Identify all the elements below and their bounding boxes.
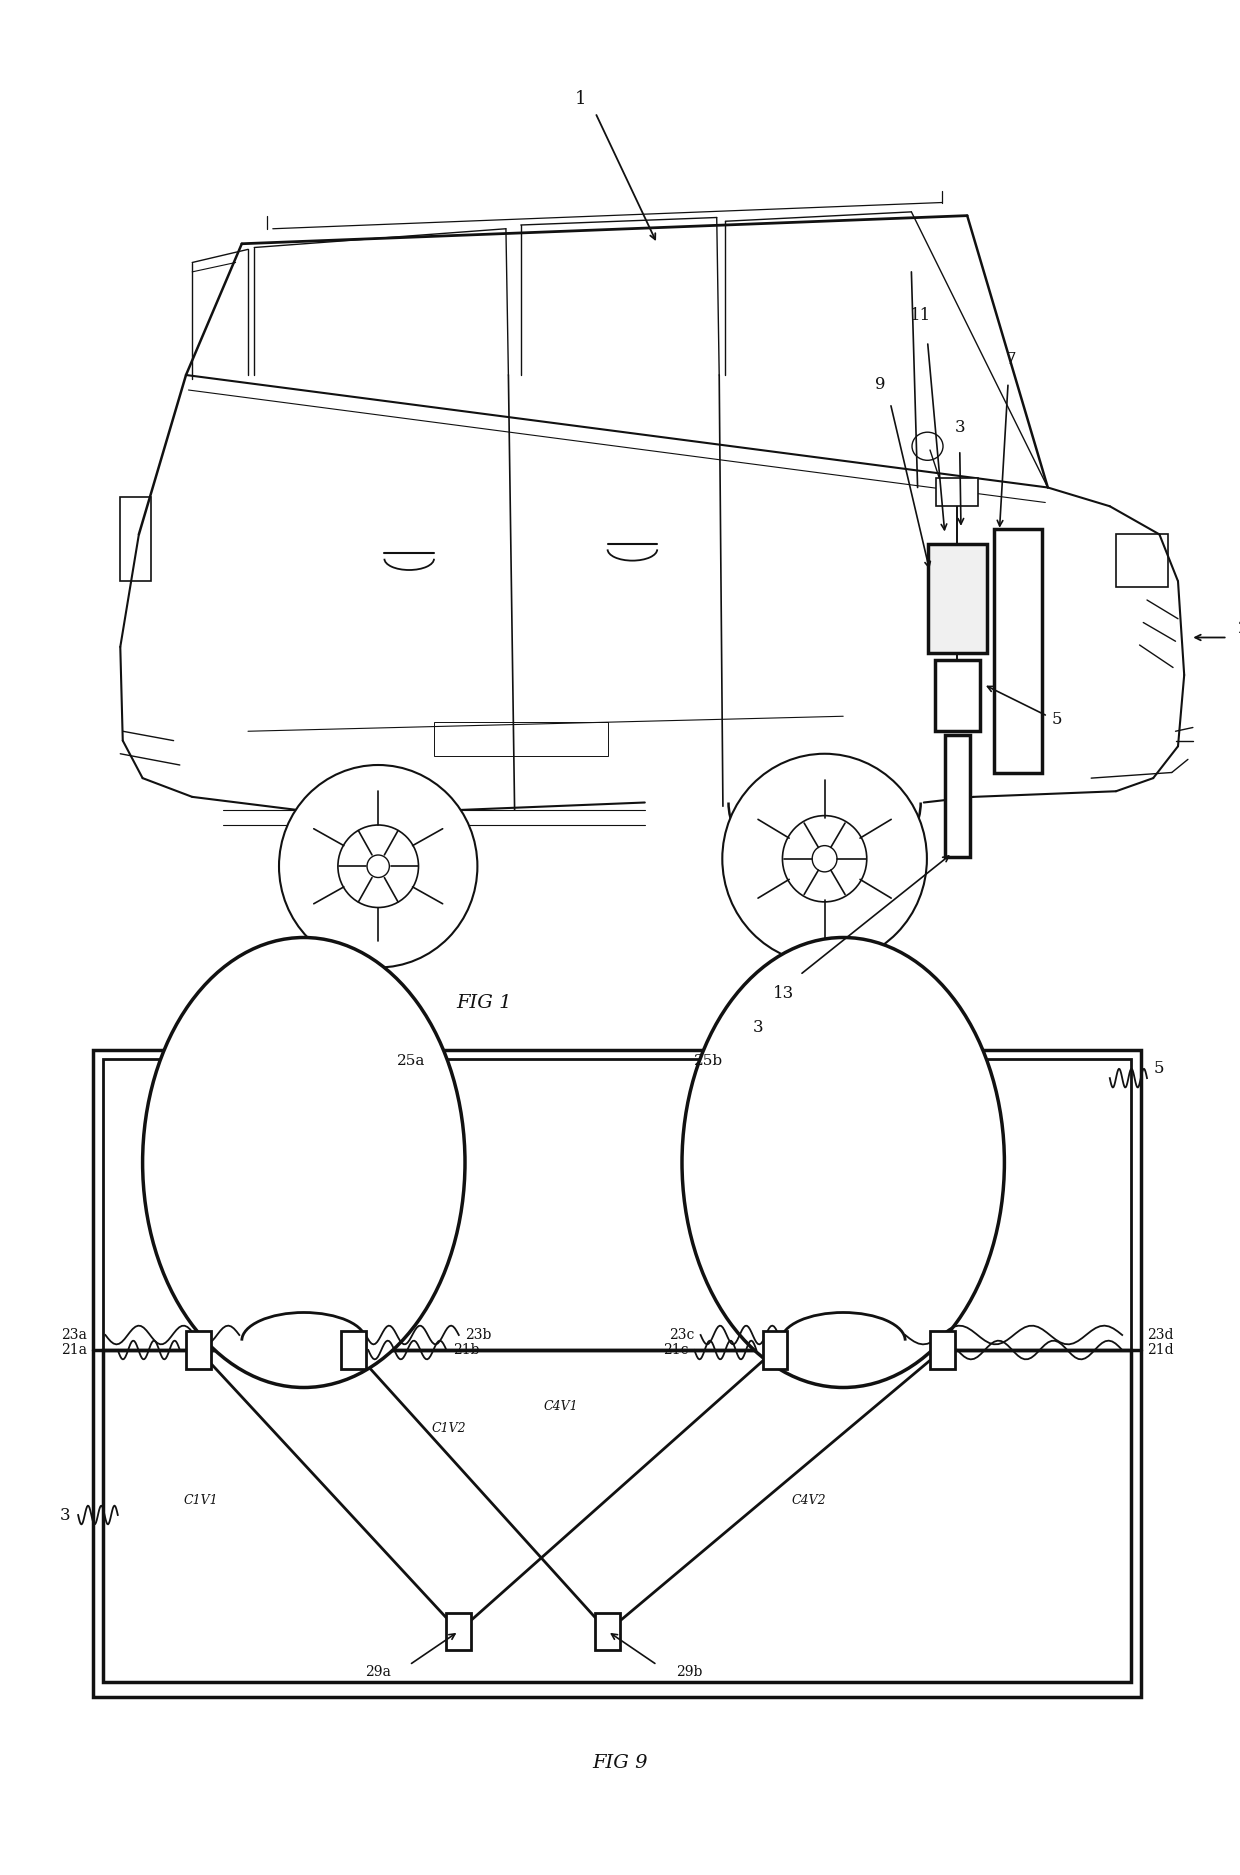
- Ellipse shape: [279, 765, 477, 968]
- Text: 11: 11: [909, 306, 931, 324]
- Bar: [103, 1350, 1131, 1682]
- Bar: [1116, 534, 1168, 587]
- Text: C1V2: C1V2: [432, 1423, 466, 1434]
- Bar: [120, 497, 151, 581]
- Bar: [928, 544, 987, 652]
- Text: 21b: 21b: [453, 1342, 479, 1358]
- Text: 5: 5: [1052, 711, 1061, 729]
- Text: 3: 3: [753, 1018, 764, 1037]
- Ellipse shape: [143, 938, 465, 1388]
- Text: 29b: 29b: [676, 1665, 702, 1680]
- Bar: [341, 1331, 366, 1369]
- Text: 5: 5: [1153, 1059, 1163, 1078]
- Text: 9: 9: [875, 375, 885, 394]
- Text: 23d: 23d: [1147, 1328, 1173, 1342]
- Text: FIG 9: FIG 9: [593, 1753, 647, 1772]
- Text: 25b: 25b: [694, 1054, 723, 1069]
- Text: C1V1: C1V1: [184, 1494, 218, 1506]
- Text: FIG 1: FIG 1: [456, 994, 511, 1012]
- Ellipse shape: [782, 816, 867, 902]
- Ellipse shape: [682, 938, 1004, 1388]
- Text: 3: 3: [60, 1506, 71, 1524]
- Text: 21d: 21d: [1147, 1342, 1173, 1358]
- Text: C4V2: C4V2: [791, 1494, 826, 1506]
- Bar: [945, 735, 970, 857]
- Bar: [186, 1331, 211, 1369]
- Text: 23a: 23a: [61, 1328, 87, 1342]
- Text: 23b: 23b: [465, 1328, 491, 1342]
- Text: C4V1: C4V1: [543, 1401, 578, 1412]
- Bar: [930, 1331, 955, 1369]
- Text: 29a: 29a: [365, 1665, 391, 1680]
- Bar: [103, 1059, 1131, 1350]
- Text: 25a: 25a: [397, 1054, 425, 1069]
- Text: 13: 13: [773, 984, 795, 1003]
- Text: 23c: 23c: [670, 1328, 694, 1342]
- Bar: [434, 722, 608, 756]
- Bar: [994, 529, 1042, 772]
- Text: 21c: 21c: [662, 1342, 688, 1358]
- Ellipse shape: [722, 754, 928, 964]
- Text: 201: 201: [1238, 619, 1240, 638]
- Text: 1: 1: [574, 90, 587, 109]
- Text: 21a: 21a: [61, 1342, 87, 1358]
- Text: 3: 3: [955, 418, 965, 437]
- Bar: [935, 660, 980, 731]
- Ellipse shape: [367, 855, 389, 878]
- Ellipse shape: [812, 846, 837, 872]
- Bar: [595, 1612, 620, 1650]
- Bar: [763, 1331, 787, 1369]
- Text: 7: 7: [1006, 351, 1016, 369]
- Bar: [446, 1612, 471, 1650]
- Ellipse shape: [337, 825, 419, 908]
- Bar: [936, 478, 978, 506]
- Bar: [93, 1050, 1141, 1697]
